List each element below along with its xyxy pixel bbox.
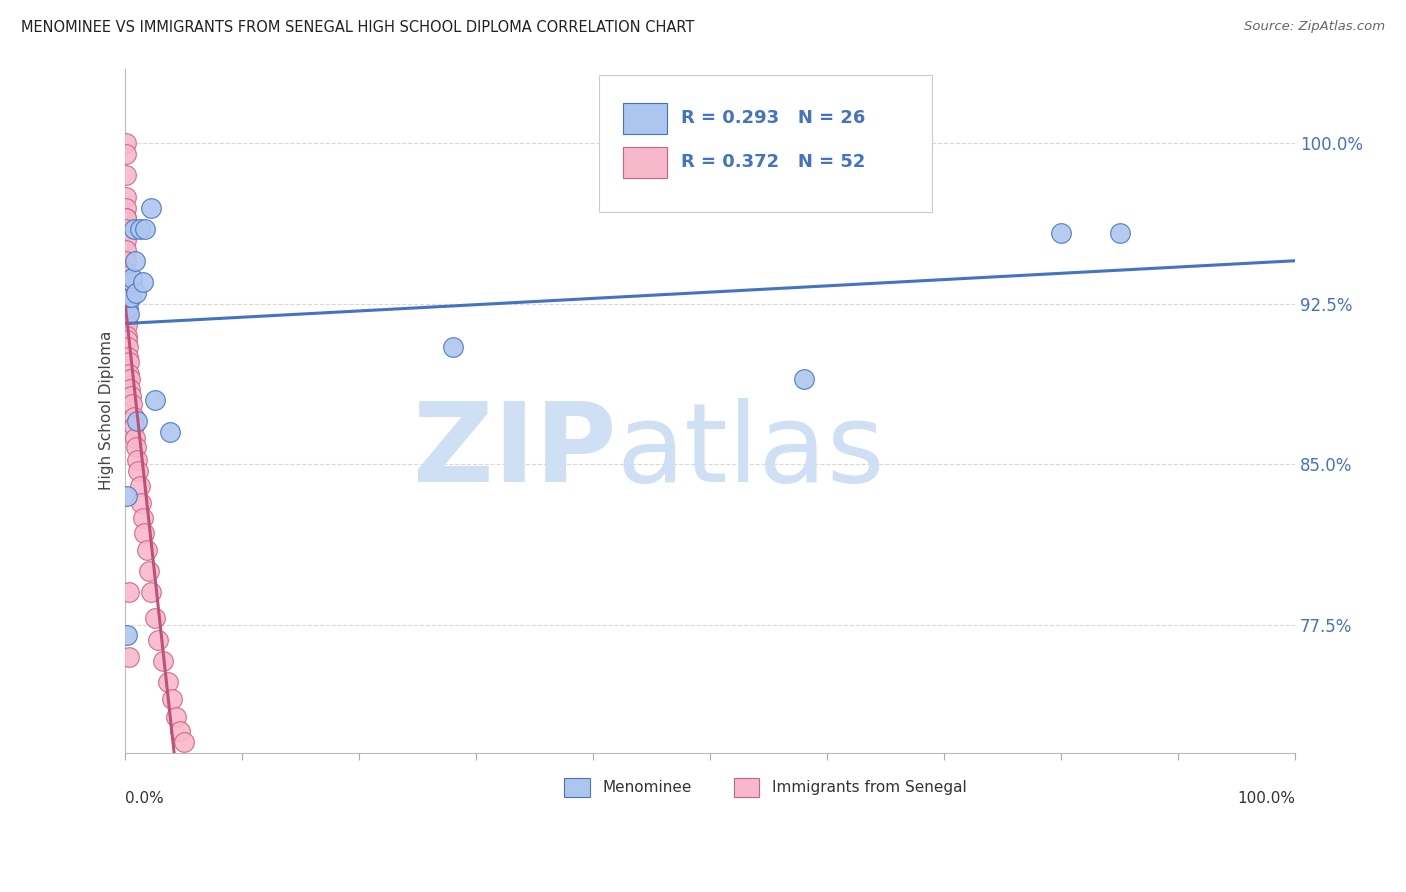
Point xyxy=(122,410,145,425)
Point xyxy=(125,440,148,454)
Point xyxy=(118,290,141,304)
Point xyxy=(120,389,142,403)
Point xyxy=(115,268,138,283)
Point xyxy=(118,649,141,664)
Point xyxy=(141,201,163,215)
Point xyxy=(156,675,179,690)
Point xyxy=(115,311,138,326)
Point xyxy=(121,276,143,290)
FancyBboxPatch shape xyxy=(599,75,932,212)
Point xyxy=(134,222,156,236)
Text: R = 0.372   N = 52: R = 0.372 N = 52 xyxy=(681,153,865,171)
Bar xyxy=(623,147,666,178)
Point xyxy=(128,478,150,492)
Point xyxy=(118,585,141,599)
Point xyxy=(125,286,148,301)
Bar xyxy=(564,778,589,797)
Point xyxy=(441,339,464,353)
Point xyxy=(165,709,187,723)
Point xyxy=(143,611,166,625)
Point xyxy=(120,286,142,301)
Point xyxy=(115,265,138,279)
Text: R = 0.293   N = 26: R = 0.293 N = 26 xyxy=(681,109,865,127)
Y-axis label: High School Diploma: High School Diploma xyxy=(100,331,114,491)
Point xyxy=(114,136,136,151)
Point xyxy=(115,290,138,304)
Point xyxy=(115,254,138,268)
Point xyxy=(128,222,150,236)
Point xyxy=(114,190,136,204)
Point xyxy=(121,271,143,285)
Point xyxy=(135,542,157,557)
Point xyxy=(117,350,139,364)
Point xyxy=(122,222,145,236)
Text: Immigrants from Senegal: Immigrants from Senegal xyxy=(772,780,967,796)
Point xyxy=(117,333,139,347)
Point xyxy=(115,489,138,503)
Text: 0.0%: 0.0% xyxy=(125,790,165,805)
Point xyxy=(134,525,156,540)
Point xyxy=(118,308,141,322)
Text: Menominee: Menominee xyxy=(603,780,692,796)
Text: 100.0%: 100.0% xyxy=(1237,790,1295,805)
Point xyxy=(124,254,146,268)
Point xyxy=(118,368,141,382)
Point xyxy=(143,392,166,407)
Point xyxy=(115,282,138,296)
Point xyxy=(115,211,138,226)
Point xyxy=(129,496,152,510)
Point xyxy=(117,339,139,353)
Point xyxy=(138,564,160,578)
Point xyxy=(115,318,138,333)
Point xyxy=(793,371,815,385)
Point xyxy=(117,301,139,315)
Point xyxy=(152,654,174,668)
Point xyxy=(117,290,139,304)
Point xyxy=(115,201,138,215)
Point xyxy=(148,632,170,647)
Text: ZIP: ZIP xyxy=(413,398,617,505)
Point xyxy=(132,510,155,524)
Point xyxy=(169,724,191,739)
Point xyxy=(115,329,138,343)
Bar xyxy=(623,103,666,134)
Point xyxy=(141,585,163,599)
Point xyxy=(127,414,149,428)
Text: Source: ZipAtlas.com: Source: ZipAtlas.com xyxy=(1244,20,1385,33)
Point xyxy=(114,147,136,161)
Point xyxy=(121,397,143,411)
Point xyxy=(115,222,138,236)
Point xyxy=(115,244,138,258)
Point xyxy=(120,276,142,290)
Point xyxy=(115,233,138,247)
Point xyxy=(173,735,195,749)
Point xyxy=(115,290,138,304)
Bar xyxy=(734,778,759,797)
Point xyxy=(115,628,138,642)
Point xyxy=(120,276,142,290)
Point xyxy=(120,382,142,396)
Point xyxy=(120,290,142,304)
Point xyxy=(1050,226,1073,240)
Point xyxy=(159,425,181,439)
Point xyxy=(114,169,136,183)
Point xyxy=(127,453,149,467)
Point xyxy=(115,303,138,318)
Point xyxy=(120,371,142,385)
Text: MENOMINEE VS IMMIGRANTS FROM SENEGAL HIGH SCHOOL DIPLOMA CORRELATION CHART: MENOMINEE VS IMMIGRANTS FROM SENEGAL HIG… xyxy=(21,20,695,35)
Point xyxy=(124,432,146,446)
Point xyxy=(118,354,141,368)
Point xyxy=(127,464,149,478)
Point xyxy=(132,276,155,290)
Point xyxy=(122,418,145,433)
Point xyxy=(162,692,184,706)
Point xyxy=(1108,226,1130,240)
Point xyxy=(115,211,138,226)
Text: atlas: atlas xyxy=(617,398,886,505)
